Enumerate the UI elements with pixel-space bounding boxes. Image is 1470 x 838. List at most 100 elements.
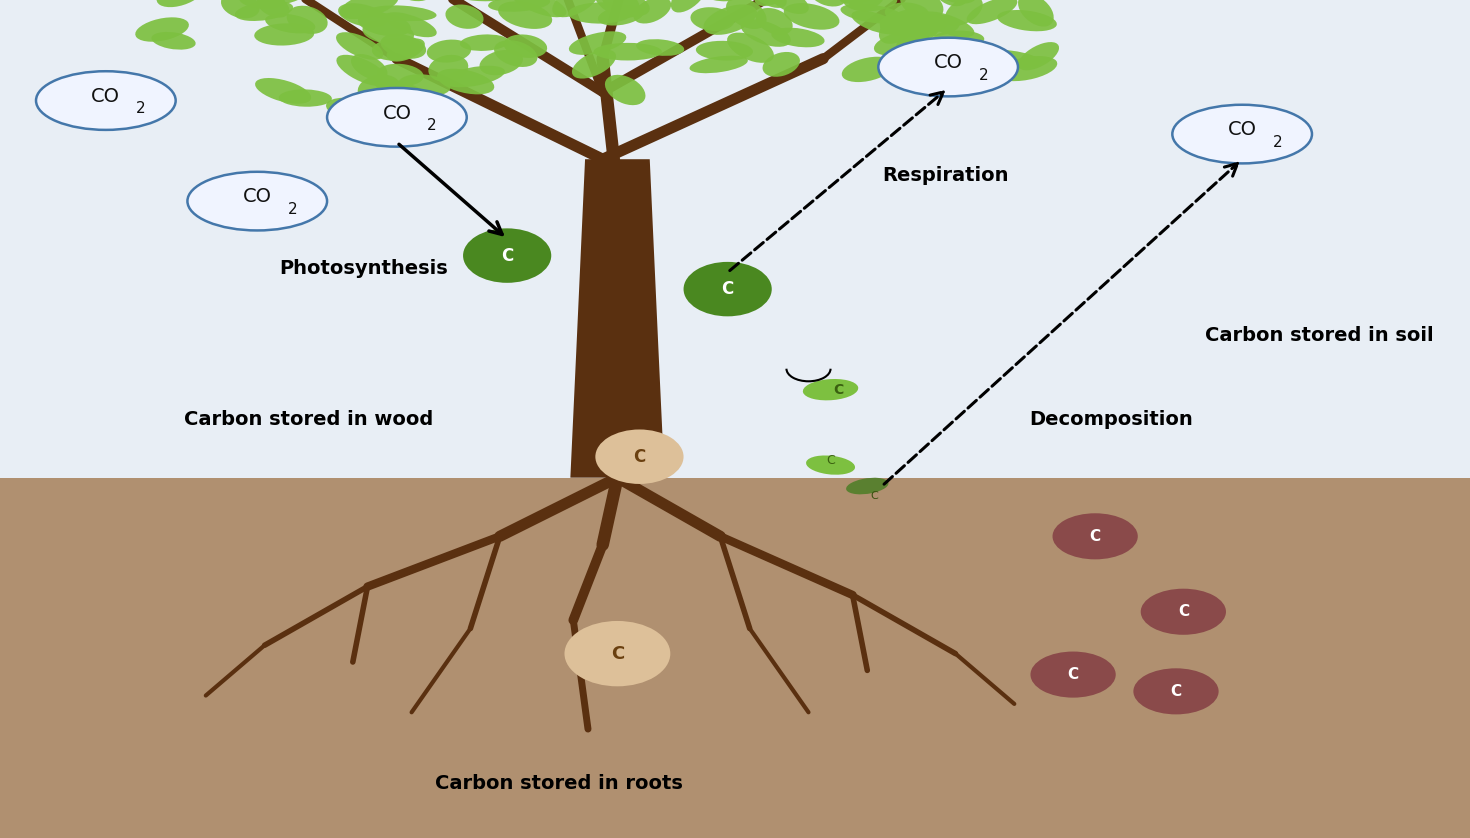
- Ellipse shape: [911, 53, 982, 70]
- Ellipse shape: [900, 0, 944, 20]
- Ellipse shape: [392, 0, 434, 1]
- Ellipse shape: [997, 10, 1057, 31]
- Ellipse shape: [35, 71, 175, 130]
- Ellipse shape: [975, 49, 1041, 68]
- Text: C: C: [722, 280, 734, 298]
- Ellipse shape: [337, 54, 388, 86]
- Ellipse shape: [387, 39, 425, 62]
- Ellipse shape: [598, 6, 644, 25]
- Ellipse shape: [904, 14, 960, 36]
- Ellipse shape: [479, 50, 523, 75]
- Ellipse shape: [637, 39, 684, 56]
- Ellipse shape: [595, 429, 684, 484]
- Text: 2: 2: [137, 101, 146, 116]
- Text: C: C: [1177, 604, 1189, 619]
- Ellipse shape: [407, 96, 448, 123]
- Bar: [0, 0, 1470, 478]
- Ellipse shape: [240, 0, 285, 8]
- Ellipse shape: [187, 172, 326, 230]
- Text: C: C: [1170, 684, 1182, 699]
- Ellipse shape: [256, 78, 312, 104]
- Ellipse shape: [772, 28, 825, 47]
- Text: Carbon stored in roots: Carbon stored in roots: [435, 774, 682, 793]
- Ellipse shape: [363, 20, 415, 44]
- Ellipse shape: [567, 3, 634, 23]
- Ellipse shape: [879, 9, 920, 44]
- Ellipse shape: [842, 0, 885, 10]
- Text: C: C: [870, 491, 879, 501]
- Ellipse shape: [851, 11, 901, 34]
- Ellipse shape: [770, 0, 809, 14]
- Ellipse shape: [670, 0, 709, 13]
- Ellipse shape: [606, 75, 645, 105]
- Text: 2: 2: [979, 68, 988, 83]
- Polygon shape: [570, 159, 664, 478]
- Text: CO: CO: [91, 87, 121, 106]
- Ellipse shape: [287, 6, 328, 34]
- Ellipse shape: [444, 65, 504, 87]
- Text: CO: CO: [933, 54, 963, 72]
- Text: C: C: [1067, 667, 1079, 682]
- Text: C: C: [833, 383, 842, 396]
- Ellipse shape: [806, 455, 856, 475]
- Ellipse shape: [763, 52, 800, 77]
- Ellipse shape: [426, 39, 472, 63]
- Ellipse shape: [350, 97, 406, 121]
- Ellipse shape: [900, 59, 953, 83]
- Ellipse shape: [807, 0, 848, 7]
- Text: C: C: [1089, 529, 1101, 544]
- Ellipse shape: [967, 0, 1017, 24]
- Ellipse shape: [747, 0, 786, 8]
- Ellipse shape: [742, 0, 779, 2]
- Ellipse shape: [933, 0, 978, 3]
- Ellipse shape: [151, 32, 196, 49]
- Ellipse shape: [839, 0, 883, 4]
- Ellipse shape: [338, 3, 388, 27]
- Ellipse shape: [157, 0, 203, 8]
- Text: Respiration: Respiration: [882, 167, 1008, 185]
- Ellipse shape: [895, 18, 942, 52]
- Ellipse shape: [498, 2, 553, 29]
- Text: Decomposition: Decomposition: [1029, 410, 1192, 428]
- Ellipse shape: [569, 31, 626, 55]
- Ellipse shape: [603, 0, 650, 16]
- Ellipse shape: [634, 0, 672, 23]
- Ellipse shape: [995, 56, 1057, 81]
- Ellipse shape: [756, 8, 792, 35]
- Ellipse shape: [1133, 669, 1219, 714]
- Ellipse shape: [351, 54, 388, 80]
- Ellipse shape: [704, 4, 757, 35]
- Ellipse shape: [684, 261, 772, 316]
- Ellipse shape: [726, 0, 766, 29]
- Text: C: C: [610, 644, 625, 663]
- Text: Photosynthesis: Photosynthesis: [279, 259, 448, 277]
- Ellipse shape: [326, 98, 392, 125]
- Ellipse shape: [873, 30, 929, 55]
- Ellipse shape: [504, 34, 547, 58]
- Ellipse shape: [572, 49, 616, 79]
- Ellipse shape: [1172, 105, 1311, 163]
- Ellipse shape: [691, 8, 735, 31]
- Ellipse shape: [463, 228, 551, 283]
- Ellipse shape: [1053, 513, 1138, 560]
- Ellipse shape: [398, 75, 450, 96]
- Ellipse shape: [417, 107, 463, 126]
- Text: Carbon stored in soil: Carbon stored in soil: [1205, 326, 1435, 344]
- Ellipse shape: [695, 41, 753, 60]
- Ellipse shape: [417, 91, 457, 126]
- Text: 2: 2: [288, 202, 297, 217]
- Ellipse shape: [932, 30, 985, 48]
- Text: CO: CO: [382, 104, 412, 122]
- Text: Carbon stored in wood: Carbon stored in wood: [184, 410, 434, 428]
- Ellipse shape: [881, 14, 947, 36]
- Ellipse shape: [376, 64, 423, 86]
- Text: 2: 2: [1273, 135, 1282, 150]
- Ellipse shape: [444, 0, 513, 2]
- Ellipse shape: [254, 23, 315, 45]
- Text: CO: CO: [243, 188, 272, 206]
- Ellipse shape: [340, 0, 398, 19]
- Ellipse shape: [1019, 42, 1058, 70]
- Ellipse shape: [885, 3, 929, 23]
- Text: C: C: [501, 246, 513, 265]
- Ellipse shape: [681, 0, 735, 2]
